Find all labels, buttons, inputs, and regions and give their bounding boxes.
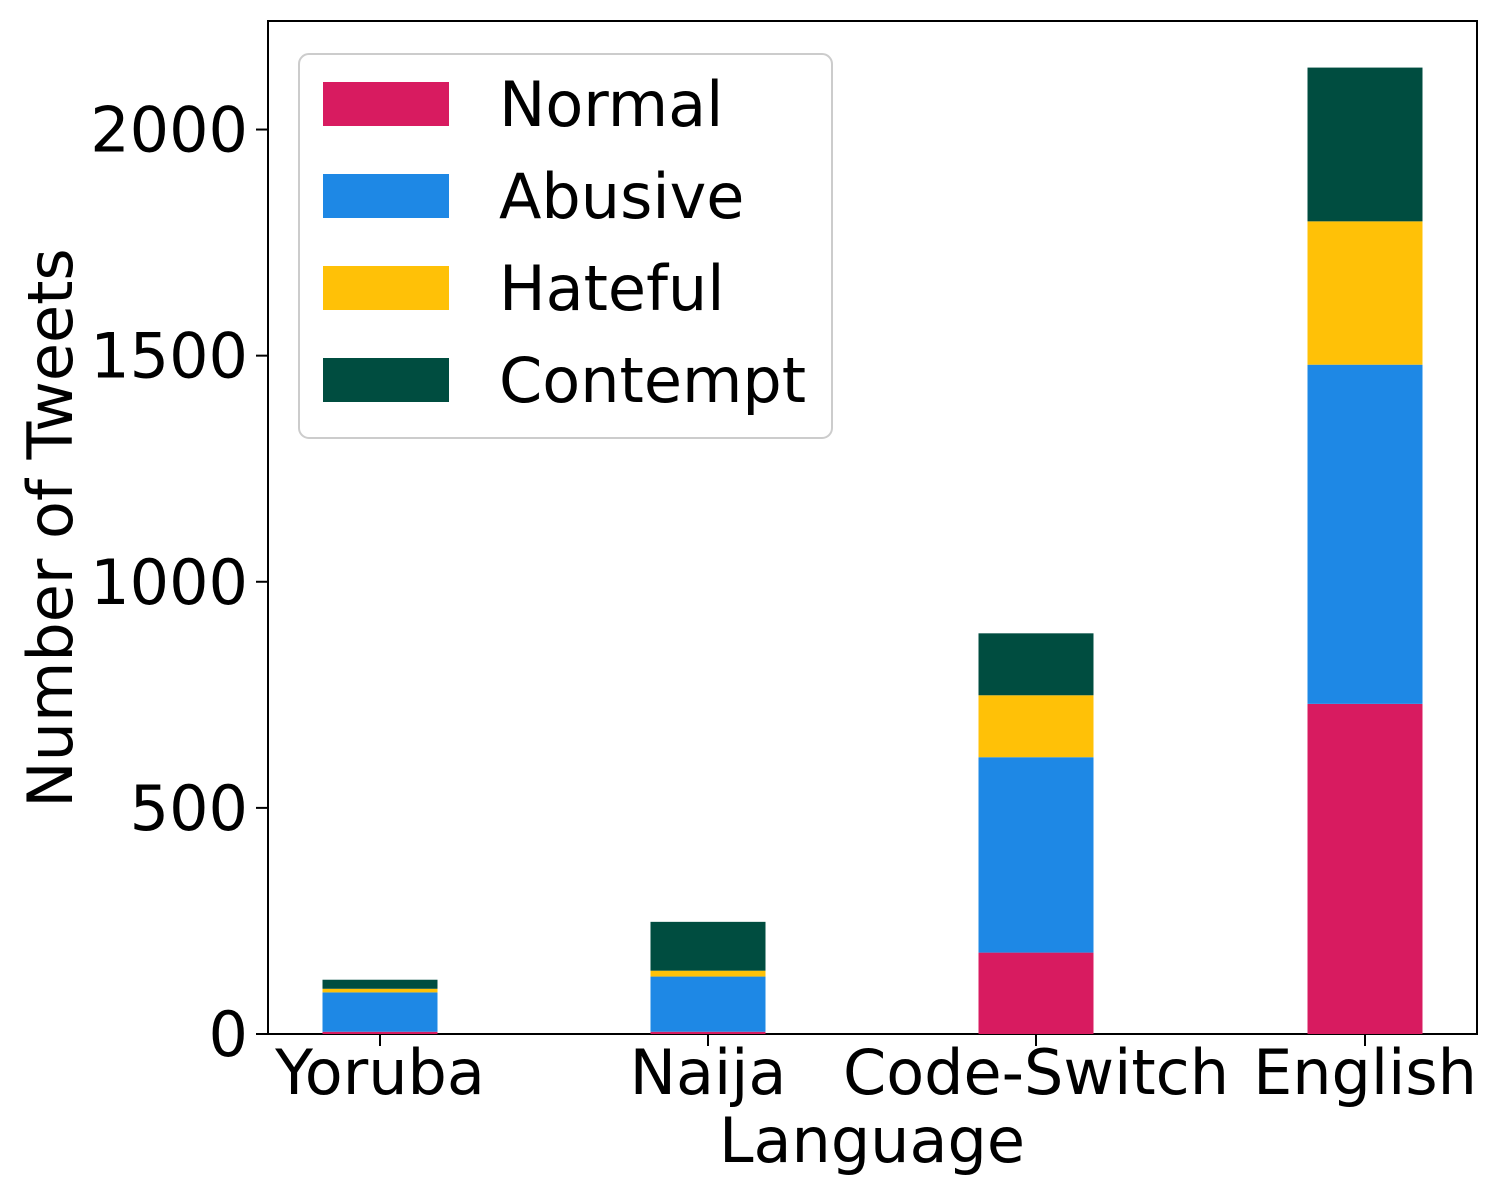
bar-naija-contempt: [650, 921, 766, 971]
bar-english-abusive: [1307, 364, 1423, 704]
legend-frame: [298, 53, 833, 439]
bar-yoruba-abusive: [322, 992, 438, 1032]
plot-frame: [267, 20, 1478, 1035]
bar-naija-abusive: [650, 976, 766, 1032]
bar-english-contempt: [1307, 67, 1423, 222]
y-tick-label-500: 500: [130, 772, 248, 845]
x-tick-label-yoruba: Yoruba: [274, 1036, 485, 1109]
legend-label-hateful: Hateful: [499, 252, 724, 325]
y-axis-title: Number of Tweets: [14, 248, 87, 807]
bar-english-hateful: [1307, 221, 1423, 365]
legend: Normal Abusive Hateful Contempt: [298, 53, 833, 439]
bar-yoruba-contempt: [322, 979, 438, 989]
bar-naija-hateful: [650, 970, 766, 977]
legend-swatch-hateful: [323, 266, 449, 310]
bar-yoruba-normal: [322, 1031, 438, 1034]
legend-label-contempt: Contempt: [499, 344, 806, 417]
bar-code-switch-normal: [978, 952, 1094, 1034]
x-axis-ticks: Yoruba Naija Code-Switch English: [274, 1034, 1477, 1109]
legend-swatch-normal: [323, 82, 449, 126]
bar-english-normal: [1307, 703, 1423, 1034]
bar-code-switch-hateful: [978, 695, 1094, 758]
x-tick-label-naija: Naija: [630, 1036, 787, 1109]
bar-code-switch-abusive: [978, 757, 1094, 953]
bar-naija-normal: [650, 1031, 766, 1034]
y-tick-label-0: 0: [209, 998, 248, 1071]
bars-group: [322, 67, 1423, 1034]
x-tick-label-english: English: [1253, 1036, 1477, 1109]
y-axis-ticks: 0 500 1000 1500 2000: [90, 94, 268, 1071]
x-axis-title: Language: [719, 1104, 1025, 1177]
legend-label-normal: Normal: [499, 68, 723, 141]
legend-swatch-contempt: [323, 358, 449, 402]
y-tick-label-1500: 1500: [90, 320, 248, 393]
bar-yoruba-hateful: [322, 988, 438, 993]
bar-code-switch-contempt: [978, 633, 1094, 696]
legend-label-abusive: Abusive: [499, 160, 744, 233]
y-tick-label-1000: 1000: [90, 546, 248, 619]
x-tick-label-code-switch: Code-Switch: [843, 1036, 1229, 1109]
y-tick-label-2000: 2000: [90, 94, 248, 167]
legend-swatch-abusive: [323, 174, 449, 218]
